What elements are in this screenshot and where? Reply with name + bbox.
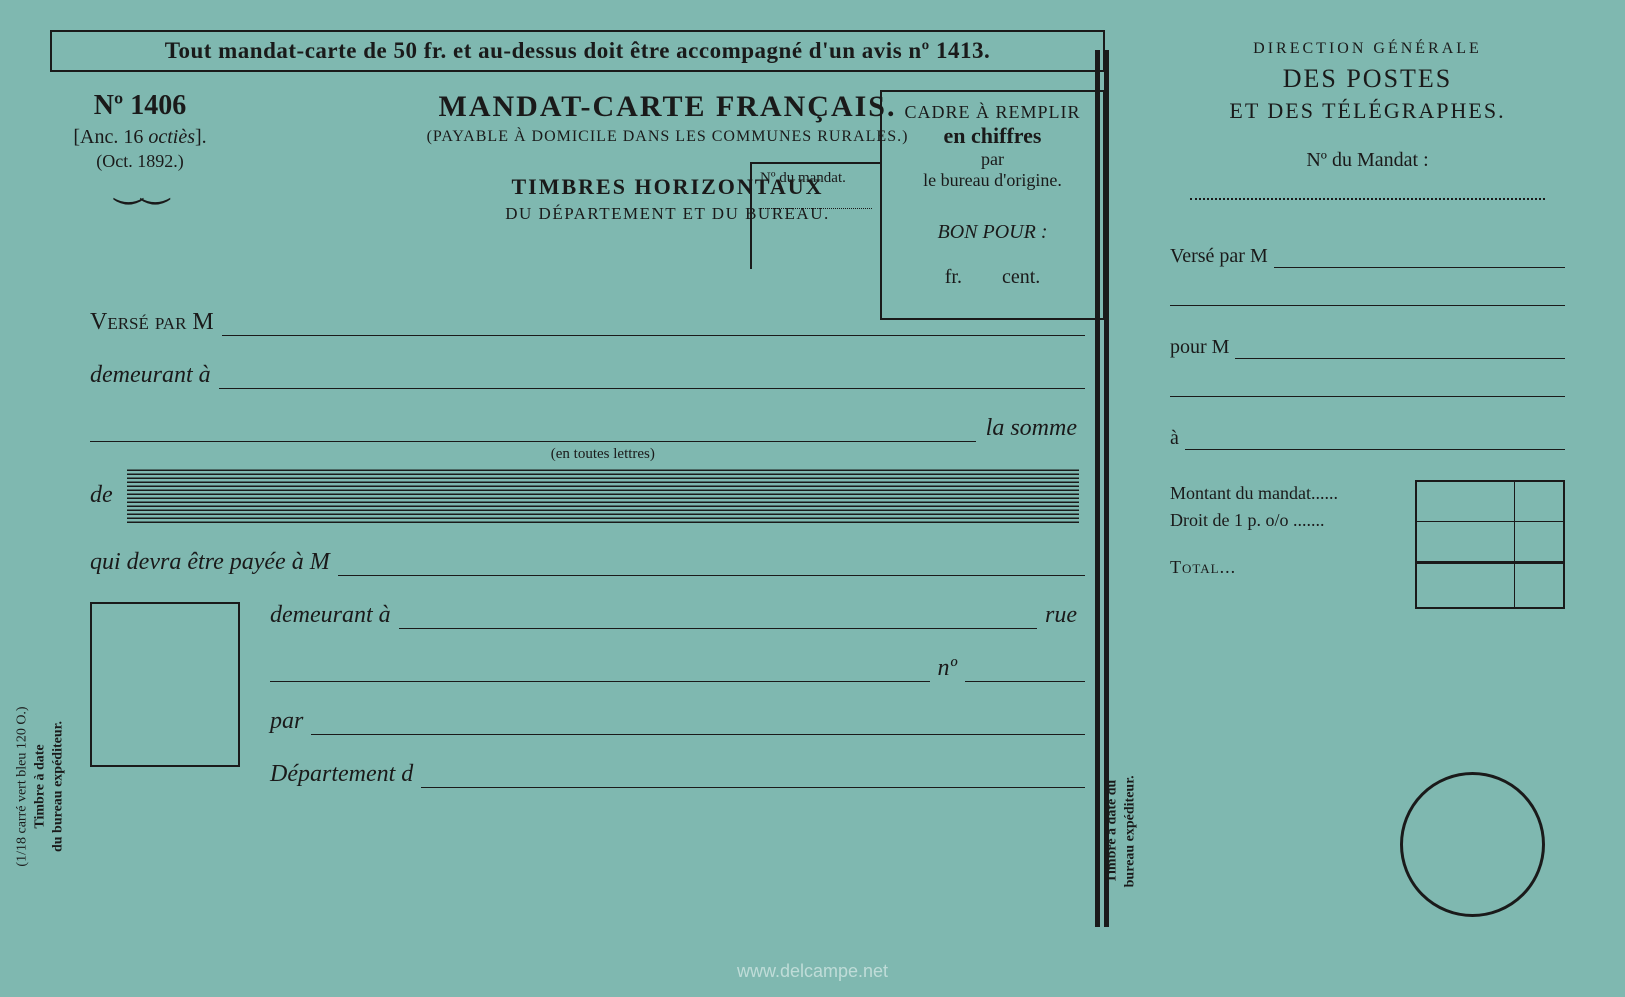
form-container: Tout mandat-carte de 50 fr. et au-dessus… xyxy=(50,30,1575,967)
form-number: Nº 1406 xyxy=(50,90,230,122)
montant-fr-total[interactable] xyxy=(1417,564,1515,607)
vertical-note: (1/18 carré vert bleu 120 O.) Timbre à d… xyxy=(13,707,68,867)
stub-section: DIRECTION GÉNÉRALE DES POSTES ET DES TÉL… xyxy=(1125,30,1575,967)
fr-cent-row: fr. cent. xyxy=(892,266,1093,289)
bottom-area: demeurant à rue nº par Département xyxy=(90,602,1085,788)
amount-words-field[interactable]: (en toutes lettres) xyxy=(127,468,1079,523)
stub-vertical-note: Timbre à date du bureau expéditeur. xyxy=(1104,775,1140,887)
cadre-line4: le bureau d'origine. xyxy=(892,170,1093,191)
verse-par-label: Versé par M xyxy=(90,309,214,335)
no-label: nº xyxy=(938,655,957,682)
demeurant-field[interactable] xyxy=(219,365,1085,389)
montant-labels: Montant du mandat...... Droit de 1 p. o/… xyxy=(1170,480,1415,609)
mandat-number-label: Nº du mandat. xyxy=(760,170,846,186)
stub-timbre-label-1: Timbre à date du xyxy=(1105,779,1120,882)
stub-date-stamp-circle xyxy=(1400,772,1545,917)
vertical-note-specs: (1/18 carré vert bleu 120 O.) xyxy=(14,707,29,867)
rue-label: rue xyxy=(1045,602,1077,629)
par-field[interactable] xyxy=(311,711,1085,735)
de-row: de (en toutes lettres) xyxy=(90,468,1085,523)
timbre-label-2: du bureau expéditeur. xyxy=(51,721,66,852)
stub-a-field[interactable] xyxy=(1185,430,1565,450)
stub-verse-field2[interactable] xyxy=(1170,282,1565,306)
dept-field[interactable] xyxy=(421,764,1085,788)
field-section: Versé par M demeurant à la somme de (en … xyxy=(50,309,1105,788)
fr-label: fr. xyxy=(945,266,962,288)
demeurant-row: demeurant à xyxy=(90,362,1085,389)
timbre-date-box xyxy=(90,602,240,767)
stub-mandat-num-label: Nº du Mandat : xyxy=(1160,149,1575,172)
form-ref-prefix: [Anc. 16 xyxy=(73,126,148,148)
top-notice: Tout mandat-carte de 50 fr. et au-dessus… xyxy=(50,30,1105,72)
montant-fr-2[interactable] xyxy=(1417,522,1515,561)
dept-row: Département d xyxy=(270,761,1085,788)
par-label: par xyxy=(270,708,303,735)
montant-label: Montant du mandat...... xyxy=(1170,480,1415,507)
en-toutes-lettres: (en toutes lettres) xyxy=(551,446,655,463)
stub-pour-field[interactable] xyxy=(1235,339,1565,359)
payee-field[interactable] xyxy=(338,552,1085,576)
stub-header-2: DES POSTES xyxy=(1160,64,1575,94)
stub-verse-field[interactable] xyxy=(1274,248,1565,268)
rue-field[interactable] xyxy=(270,658,930,682)
demeurant2-field[interactable] xyxy=(399,605,1037,629)
cadre-line3: par xyxy=(892,149,1093,170)
mandat-number-box: Nº du mandat. xyxy=(750,162,880,269)
la-somme-label: la somme xyxy=(986,415,1077,442)
stub-a-label: à xyxy=(1170,427,1179,450)
cent-label: cent. xyxy=(1002,266,1040,288)
total-label: Total... xyxy=(1170,557,1236,577)
stub-header-3: ET DES TÉLÉGRAPHES. xyxy=(1160,98,1575,124)
stub-a-row: à xyxy=(1160,427,1575,450)
form-ref-italic: octiès xyxy=(148,126,195,148)
montant-row-1 xyxy=(1417,482,1563,522)
dept-label: Département d xyxy=(270,761,413,788)
stub-pour-field2[interactable] xyxy=(1170,373,1565,397)
stub-header: DIRECTION GÉNÉRALE DES POSTES ET DES TÉL… xyxy=(1160,40,1575,124)
demeurant-label: demeurant à xyxy=(90,362,211,389)
qui-devra-row: qui devra être payée à M xyxy=(90,549,1085,576)
bon-pour: BON POUR : xyxy=(892,221,1093,244)
montant-grid xyxy=(1415,480,1565,609)
stub-timbre-label-2: bureau expéditeur. xyxy=(1123,775,1138,887)
form-ref: [Anc. 16 octiès]. xyxy=(50,126,230,149)
montant-table: Montant du mandat...... Droit de 1 p. o/… xyxy=(1160,480,1575,609)
somme-row: la somme xyxy=(90,415,1085,442)
timbre-label-1: Timbre à date xyxy=(33,745,48,829)
cadre-line1: CADRE À REMPLIR xyxy=(892,102,1093,123)
montant-c-2[interactable] xyxy=(1515,522,1563,561)
mandat-number-field[interactable] xyxy=(760,191,872,209)
cadre-box: CADRE À REMPLIR en chiffres par le burea… xyxy=(880,90,1105,320)
somme-field[interactable] xyxy=(90,418,976,442)
header-row: Nº 1406 [Anc. 16 octiès]. (Oct. 1892.) ⏝… xyxy=(50,90,1105,224)
form-number-block: Nº 1406 [Anc. 16 octiès]. (Oct. 1892.) ⏝… xyxy=(50,90,230,190)
no-field[interactable] xyxy=(965,658,1085,682)
droit-label: Droit de 1 p. o/o ....... xyxy=(1170,507,1415,534)
decorative-brace: ⏝⏝ xyxy=(50,180,230,190)
qui-devra-label: qui devra être payée à M xyxy=(90,549,330,576)
form-ref-suffix: ]. xyxy=(195,126,207,148)
montant-c-total[interactable] xyxy=(1515,564,1563,607)
montant-c-1[interactable] xyxy=(1515,482,1563,521)
cadre-line2: en chiffres xyxy=(892,123,1093,149)
montant-row-2 xyxy=(1417,522,1563,562)
stub-verse-label: Versé par M xyxy=(1170,245,1268,268)
par-row: par xyxy=(270,708,1085,735)
stub-verse-row: Versé par M xyxy=(1160,245,1575,268)
stub-pour-row: pour M xyxy=(1160,336,1575,359)
stub-mandat-num-field[interactable] xyxy=(1190,180,1545,200)
montant-row-total xyxy=(1417,562,1563,607)
main-section: Tout mandat-carte de 50 fr. et au-dessus… xyxy=(50,30,1125,967)
stub-pour-label: pour M xyxy=(1170,336,1229,359)
montant-fr-1[interactable] xyxy=(1417,482,1515,521)
demeurant2-label: demeurant à xyxy=(270,602,391,629)
de-label: de xyxy=(90,482,113,509)
watermark: www.delcampe.net xyxy=(737,961,888,982)
no-row: nº xyxy=(270,655,1085,682)
demeurant2-row: demeurant à rue xyxy=(270,602,1085,629)
stub-header-1: DIRECTION GÉNÉRALE xyxy=(1160,40,1575,58)
bottom-fields: demeurant à rue nº par Département xyxy=(270,602,1085,788)
